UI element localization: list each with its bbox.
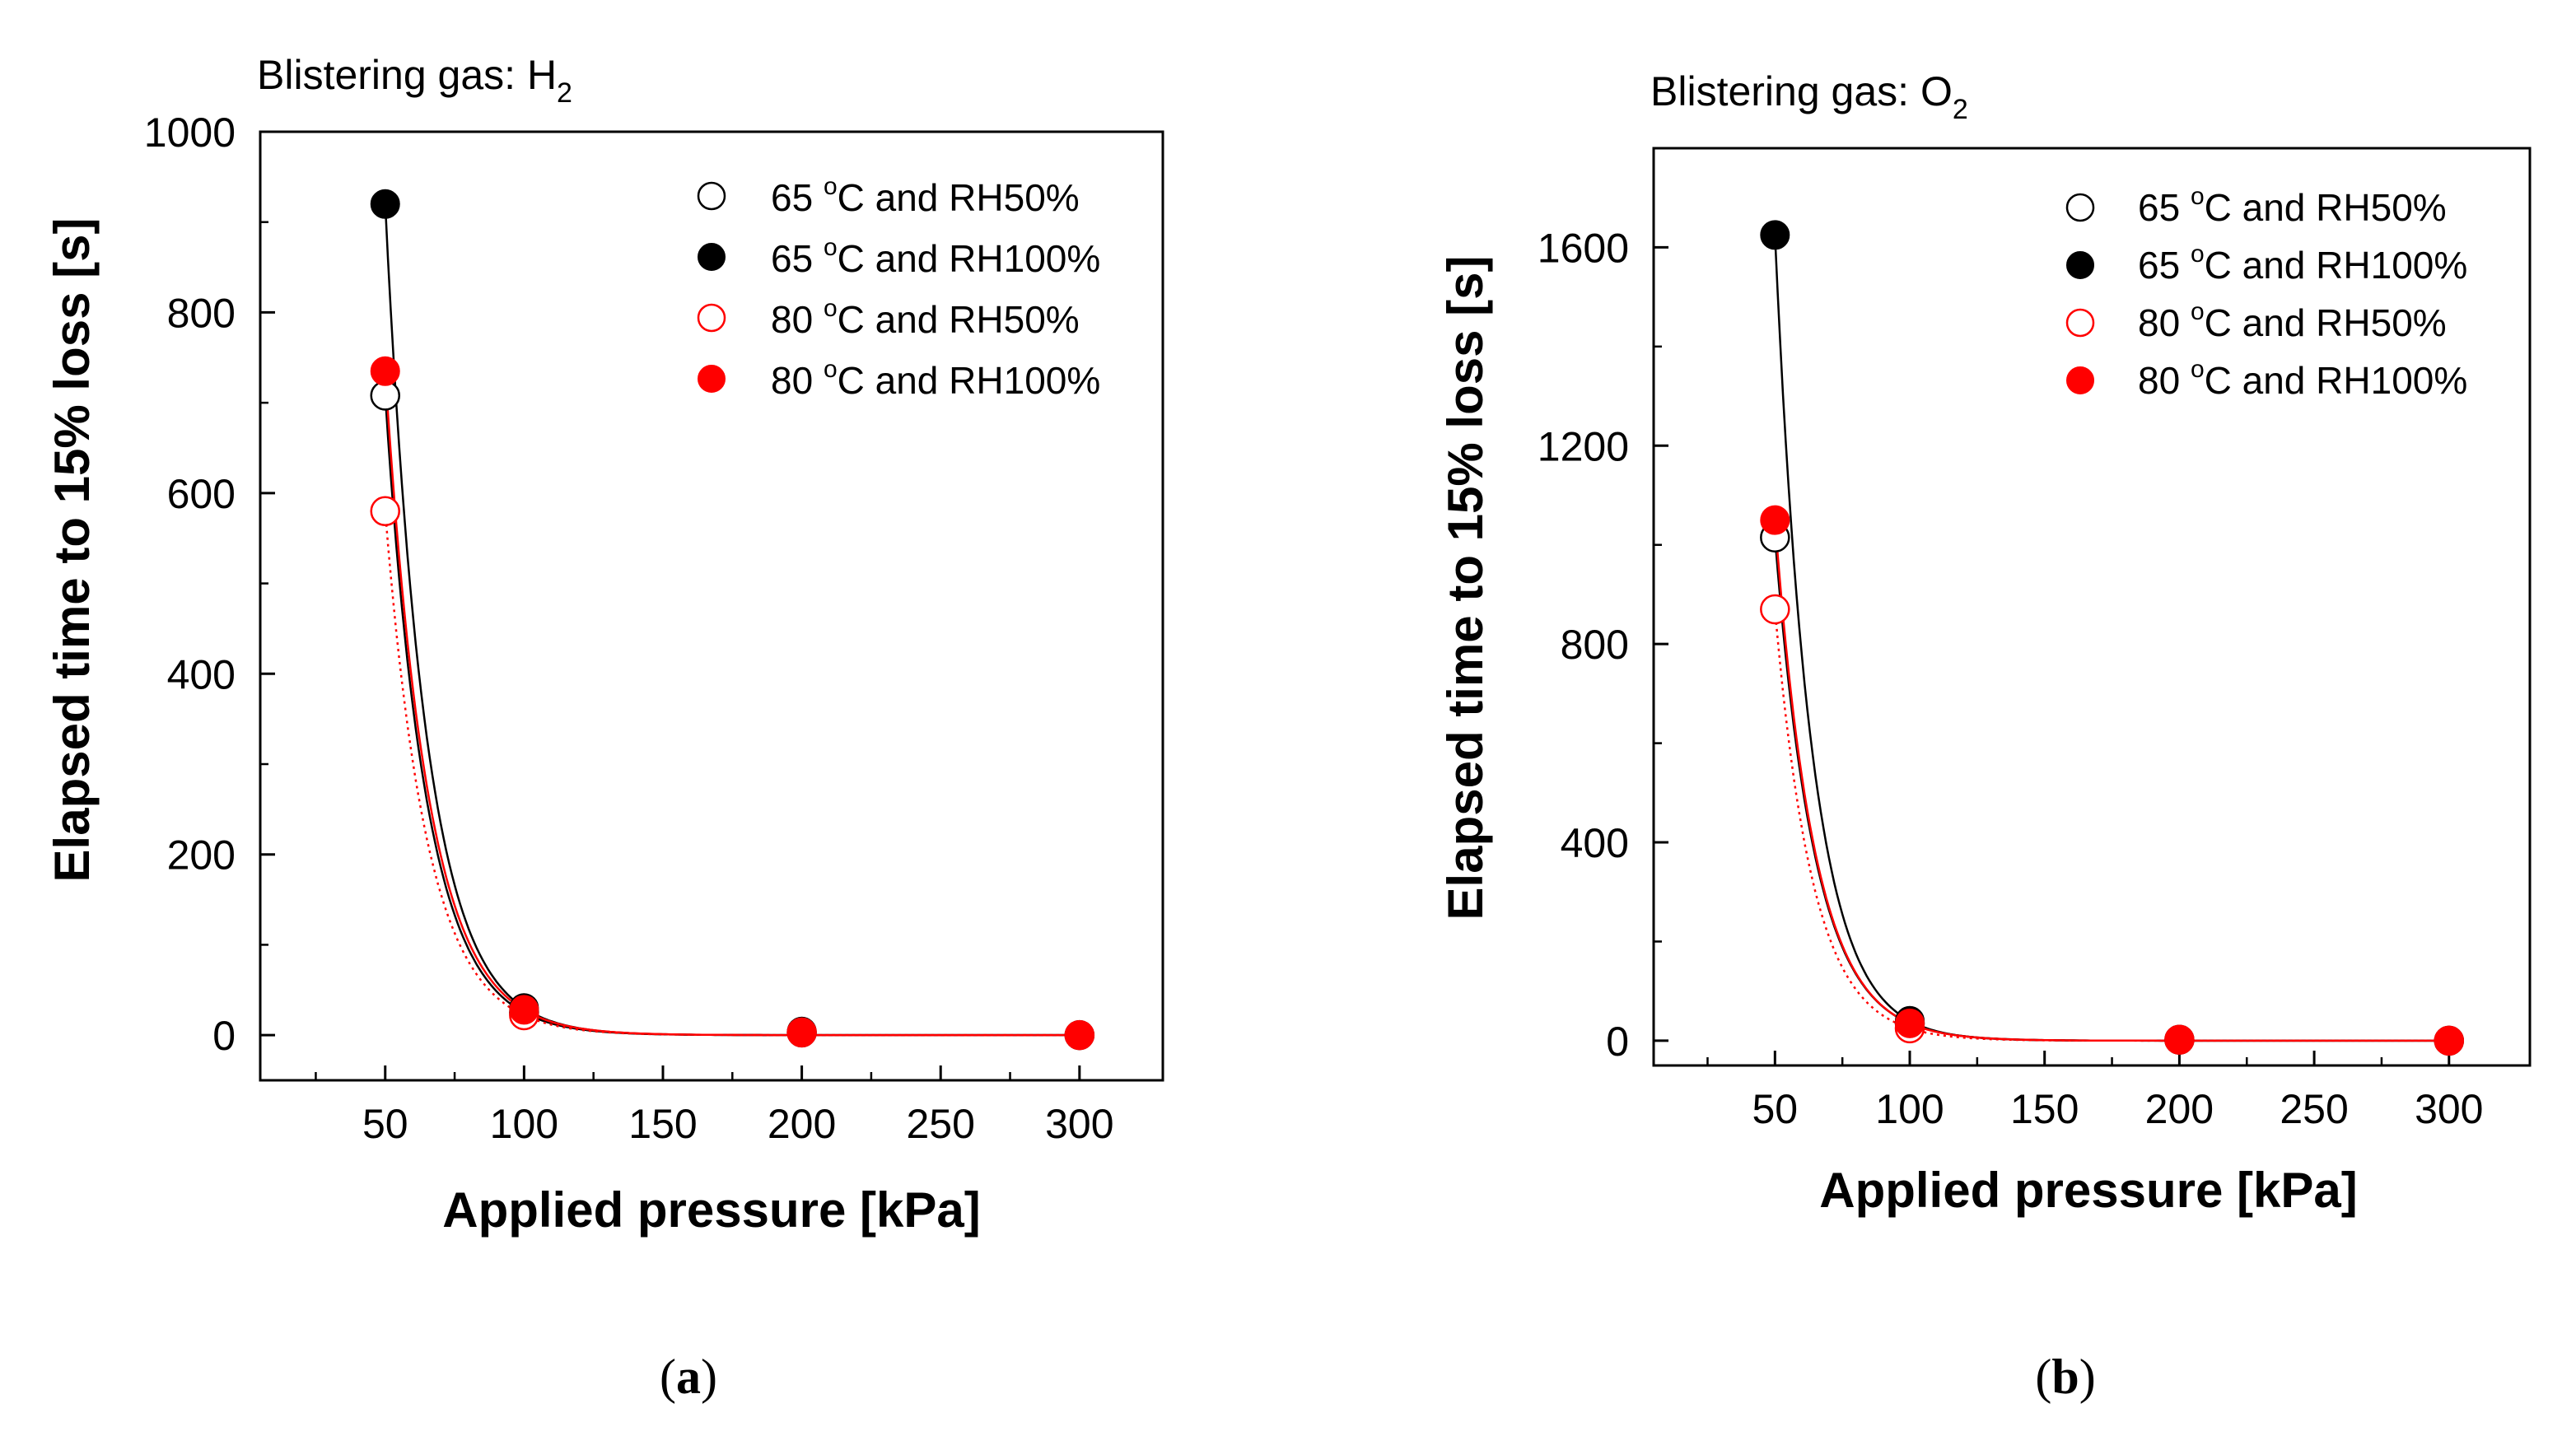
chart-a-point-s2-0	[370, 496, 401, 527]
chart-b-caption: (b)	[2035, 1350, 2095, 1404]
chart-a-ytick-label: 1000	[144, 110, 236, 156]
chart-b-point-s3-1	[1895, 1008, 1925, 1038]
chart-a-fit-lines	[384, 203, 1080, 1037]
chart-a-legend: 65 oC and RH50% 65 oC and RH100% 80 oC a…	[697, 173, 1100, 402]
chart-b-data-points	[1760, 220, 2465, 1056]
chart-a-data-points	[370, 189, 1095, 1051]
chart-b-legend-label-2: 80 oC and RH50%	[2138, 298, 2447, 344]
chart-a-xtick-label: 100	[490, 1101, 558, 1147]
chart-b-legend-label-3: 80 oC and RH100%	[2138, 356, 2467, 402]
chart-b-fit-line-3	[1774, 520, 2449, 1042]
chart-b-fit-lines	[1774, 235, 2449, 1042]
chart-b-ytick-label: 1600	[1538, 225, 1629, 271]
chart-a-xtick-label: 300	[1045, 1101, 1113, 1147]
chart-b-plot-frame	[1652, 147, 2532, 1067]
chart-b-ytick-label: 1200	[1538, 423, 1629, 469]
chart-a-legend-markers	[697, 181, 726, 393]
chart-b-ytick-label: 800	[1561, 622, 1629, 668]
chart-a-fit-line-0	[384, 395, 1080, 1037]
chart-b-xtick-label: 300	[2415, 1086, 2483, 1132]
chart-a-fit-line-3	[384, 371, 1080, 1037]
chart-a-legend-marker-3	[698, 365, 726, 393]
chart-a-legend-label-0: 65 oC and RH50%	[771, 173, 1080, 219]
chart-b-xtick-label: 250	[2280, 1086, 2348, 1132]
chart-a-ytick-label: 600	[167, 471, 236, 517]
chart-a-axis-ticks: 50 100 150 200 250 300 0 200 400 600 800 1000	[144, 110, 1114, 1147]
chart-b-point-s3-3	[2434, 1025, 2464, 1056]
chart-b-xlabel: Applied pressure [kPa]	[1819, 1163, 2358, 1218]
chart-b-legend-markers	[2065, 193, 2095, 394]
chart-a-point-s3-1	[509, 995, 539, 1025]
chart-b-point-s3-2	[2164, 1024, 2195, 1055]
chart-a-ytick-label: 800	[167, 290, 236, 336]
chart-b-fit-line-2	[1774, 608, 2449, 1042]
chart-a-ytick-label: 400	[167, 651, 236, 697]
chart-b-legend-label-0: 65 oC and RH50%	[2138, 183, 2447, 229]
chart-a-point-s3-2	[786, 1017, 817, 1047]
chart-a-xtick-label: 50	[362, 1101, 408, 1147]
chart-b-fit-line-0	[1774, 537, 2449, 1042]
chart-a-point-s3-0	[370, 356, 400, 386]
chart-a-point-s3-3	[1064, 1020, 1094, 1051]
chart-a-plot-frame	[259, 130, 1164, 1082]
chart-a-caption: (a)	[660, 1350, 717, 1404]
chart-b-legend-marker-3	[2066, 366, 2094, 394]
chart-b-xtick-label: 150	[2010, 1086, 2079, 1132]
chart-b-point-s3-0	[1760, 505, 1790, 535]
chart-b-xtick-label: 50	[1752, 1086, 1799, 1132]
chart-a-title: Blistering gas: H2	[257, 52, 572, 109]
chart-b-ytick-label: 400	[1561, 820, 1629, 866]
chart-a-xtick-label: 250	[906, 1101, 974, 1147]
chart-b-point-s1-0	[1760, 220, 1790, 250]
chart-a-xlabel: Applied pressure [kPa]	[442, 1182, 981, 1238]
chart-a-legend-label-3: 80 oC and RH100%	[771, 356, 1100, 402]
chart-b-fit-line-1	[1774, 235, 2449, 1042]
chart-a-legend-label-1: 65 oC and RH100%	[771, 234, 1100, 280]
chart-b: Blistering gas: O2 50 100 150 200 250 300 0 400…	[1438, 68, 2532, 1404]
chart-a-point-s1-0	[370, 189, 400, 219]
chart-a-ytick-label: 0	[212, 1013, 236, 1059]
chart-b-axis-ticks: 50 100 150 200 250 300 0 400 800 1200 1600	[1538, 225, 2484, 1132]
chart-a: Blistering gas: H2 50 100 150 200 250 300 0 200…	[44, 52, 1164, 1404]
chart-a-legend-marker-1	[698, 243, 726, 271]
chart-b-xtick-label: 100	[1875, 1086, 1944, 1132]
chart-a-ytick-label: 200	[167, 832, 236, 879]
chart-b-point-s2-0	[1760, 594, 1790, 625]
chart-b-legend-marker-0	[2065, 193, 2095, 222]
chart-b-legend-label-1: 65 oC and RH100%	[2138, 240, 2467, 287]
chart-a-legend-marker-2	[697, 303, 726, 333]
chart-a-fit-line-2	[384, 511, 1080, 1037]
chart-b-title: Blistering gas: O2	[1650, 68, 1968, 125]
chart-b-ylabel: Elapsed time to 15% loss [s]	[1438, 256, 1493, 921]
chart-b-ytick-label: 0	[1606, 1019, 1629, 1065]
chart-b-legend: 65 oC and RH50% 65 oC and RH100% 80 oC a…	[2065, 183, 2467, 402]
chart-b-legend-marker-1	[2066, 251, 2094, 279]
chart-b-xtick-label: 200	[2145, 1086, 2214, 1132]
chart-a-legend-label-2: 80 oC and RH50%	[771, 295, 1080, 341]
chart-a-legend-marker-0	[697, 181, 726, 211]
chart-a-ylabel: Elapsed time to 15% loss [s]	[44, 218, 100, 883]
chart-a-xtick-label: 200	[768, 1101, 836, 1147]
chart-b-legend-marker-2	[2065, 308, 2095, 338]
chart-a-xtick-label: 150	[628, 1101, 697, 1147]
